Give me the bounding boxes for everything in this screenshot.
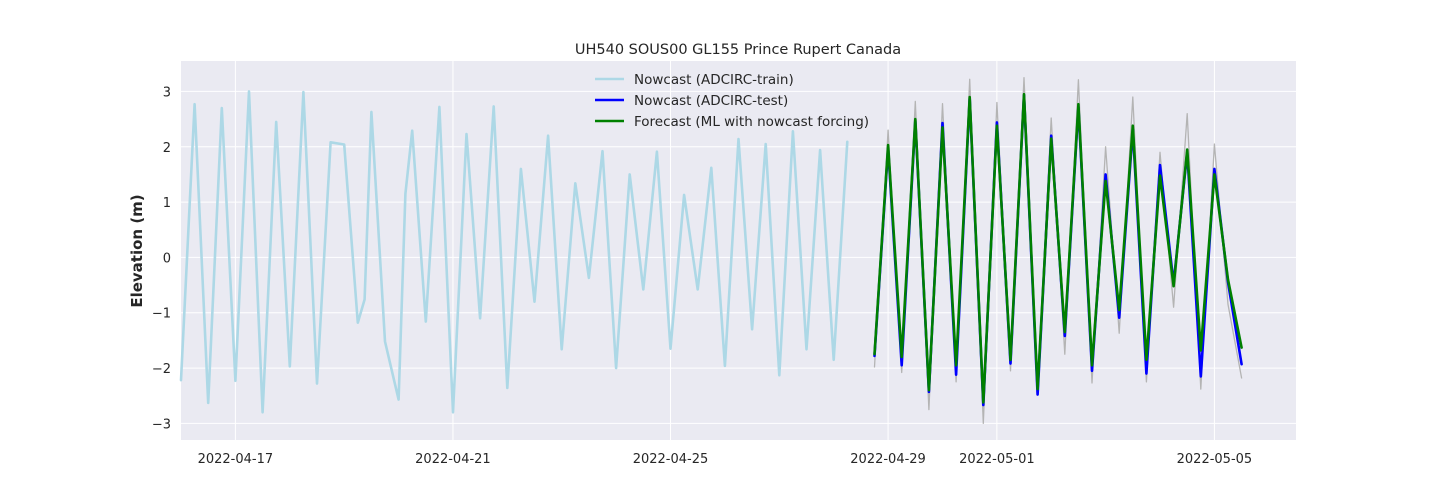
series-line-forecast-ml (873, 92, 1243, 404)
legend-label: Nowcast (ADCIRC-test) (634, 93, 788, 109)
y-tick-label: 2 (163, 141, 171, 156)
x-tick-label: 2022-04-17 (198, 452, 274, 467)
legend: Nowcast (ADCIRC-train) Nowcast (ADCIRC-te… (595, 72, 869, 130)
y-tick-label: −2 (152, 362, 171, 377)
chart-title: UH540 SOUS00 GL155 Prince Rupert Canada (575, 42, 901, 58)
x-tick-label: 2022-05-05 (1177, 452, 1253, 467)
x-tick-label: 2022-05-01 (959, 452, 1035, 467)
x-tick-label: 2022-04-29 (850, 452, 926, 467)
legend-label: Nowcast (ADCIRC-train) (634, 72, 794, 88)
series-lines (179, 76, 1243, 425)
y-axis-ticks: −3 −2 −1 0 1 2 3 (152, 85, 171, 432)
x-tick-label: 2022-04-21 (415, 452, 491, 467)
y-tick-label: −1 (152, 307, 171, 322)
y-axis-label: Elevation (m) (128, 194, 146, 307)
y-tick-label: −3 (152, 417, 171, 432)
y-tick-label: 0 (163, 251, 171, 266)
series-line-nowcast-train (179, 90, 849, 414)
y-tick-label: 1 (163, 196, 171, 211)
x-tick-label: 2022-04-25 (633, 452, 709, 467)
legend-label: Forecast (ML with nowcast forcing) (634, 114, 869, 130)
y-tick-label: 3 (163, 85, 171, 100)
x-axis-ticks: 2022-04-17 2022-04-21 2022-04-25 2022-04-29… (198, 452, 1253, 467)
